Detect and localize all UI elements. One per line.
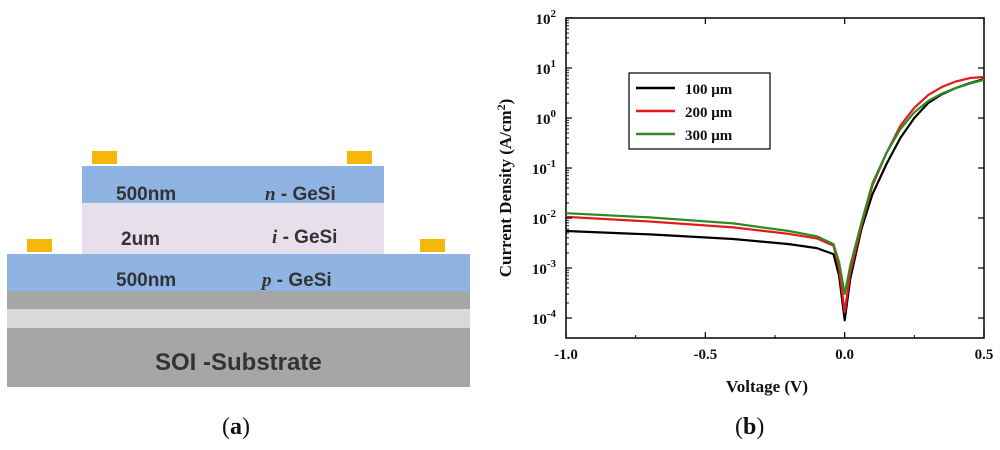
x-tick-label: 0.0: [835, 347, 854, 363]
p-thickness-label: 500nm: [116, 270, 177, 291]
chart-legend: 100 μm 200 μm 300 μm: [628, 72, 771, 150]
x-axis-label: Voltage (V): [726, 377, 808, 396]
caption-a-letter: a: [230, 414, 242, 440]
n-gesi-layer: [82, 166, 384, 203]
legend-label-1: 100 μm: [685, 82, 733, 98]
y-tick-exponent: -2: [547, 208, 557, 220]
y-tick-label: 102: [536, 8, 557, 28]
y-tick-label: 10-4: [532, 308, 557, 328]
caption-b: (b): [735, 414, 765, 440]
substrate-bulk-layer: [7, 328, 470, 387]
p-gesi-layer: [7, 254, 470, 291]
p-material-label: p - GeSi: [262, 270, 332, 292]
y-tick-exponent: -4: [547, 308, 557, 320]
x-tick-label: 0.5: [975, 347, 994, 363]
y-tick-label: 101: [536, 58, 557, 78]
y-tick-base: 10: [536, 12, 551, 28]
n-thickness-label: 500nm: [116, 184, 177, 205]
x-axis-ticks: -1.0 -0.5 0.0 0.5: [554, 18, 993, 363]
top-silicon-layer: [7, 291, 470, 309]
x-tick-label: -1.0: [554, 347, 578, 363]
y-tick-exponent: -1: [547, 158, 556, 170]
caption-b-letter: b: [743, 414, 757, 440]
y-tick-exponent: 0: [551, 108, 557, 120]
bottom-left-contact: [27, 239, 52, 252]
y-axis-label-main: Current Density (A/cm: [496, 110, 515, 277]
plot-frame: [565, 17, 985, 339]
p-letter: p: [262, 270, 272, 291]
y-tick-base: 10: [536, 62, 551, 78]
plot-border: [565, 17, 985, 339]
legend-label-3: 300 μm: [685, 128, 733, 144]
y-tick-base: 10: [532, 262, 547, 278]
y-axis-label: Current Density (A/cm2): [494, 99, 515, 278]
y-tick-base: 10: [532, 212, 547, 228]
x-tick-label: -0.5: [693, 347, 717, 363]
y-axis-label-sup: 2: [494, 104, 508, 110]
caption-a: (a): [222, 414, 250, 440]
p-material: - GeSi: [276, 270, 332, 291]
y-tick-label: 10-1: [532, 158, 556, 178]
y-tick-exponent: -3: [547, 258, 557, 270]
y-tick-exponent: 1: [551, 58, 557, 70]
series-line-3: [565, 78, 985, 296]
y-tick-base: 10: [532, 312, 547, 328]
bottom-right-contact: [420, 239, 445, 252]
y-tick-base: 10: [532, 162, 547, 178]
y-tick-label: 10-3: [532, 258, 557, 278]
jv-chart: -1.0 -0.5 0.0 0.5 10-410-310-210-1100101102…: [494, 8, 993, 396]
y-tick-base: 10: [536, 112, 551, 128]
n-material: - GeSi: [280, 184, 336, 205]
y-axis-label-end: ): [496, 99, 515, 105]
i-material: - GeSi: [282, 227, 338, 248]
y-tick-label: 100: [536, 108, 557, 128]
legend-label-2: 200 μm: [685, 105, 733, 121]
substrate-label: SOI -Substrate: [155, 349, 322, 376]
n-letter: n: [265, 184, 276, 205]
series-layer: [565, 75, 985, 322]
y-tick-exponent: 2: [551, 8, 557, 20]
i-letter: i: [272, 227, 278, 248]
top-left-contact: [92, 151, 117, 164]
i-gesi-layer: [82, 203, 384, 254]
i-thickness-label: 2um: [121, 229, 161, 250]
n-material-label: n - GeSi: [265, 184, 336, 206]
buried-oxide-layer: [7, 309, 470, 328]
y-tick-label: 10-2: [532, 208, 557, 228]
i-material-label: i - GeSi: [272, 227, 337, 249]
top-right-contact: [347, 151, 372, 164]
